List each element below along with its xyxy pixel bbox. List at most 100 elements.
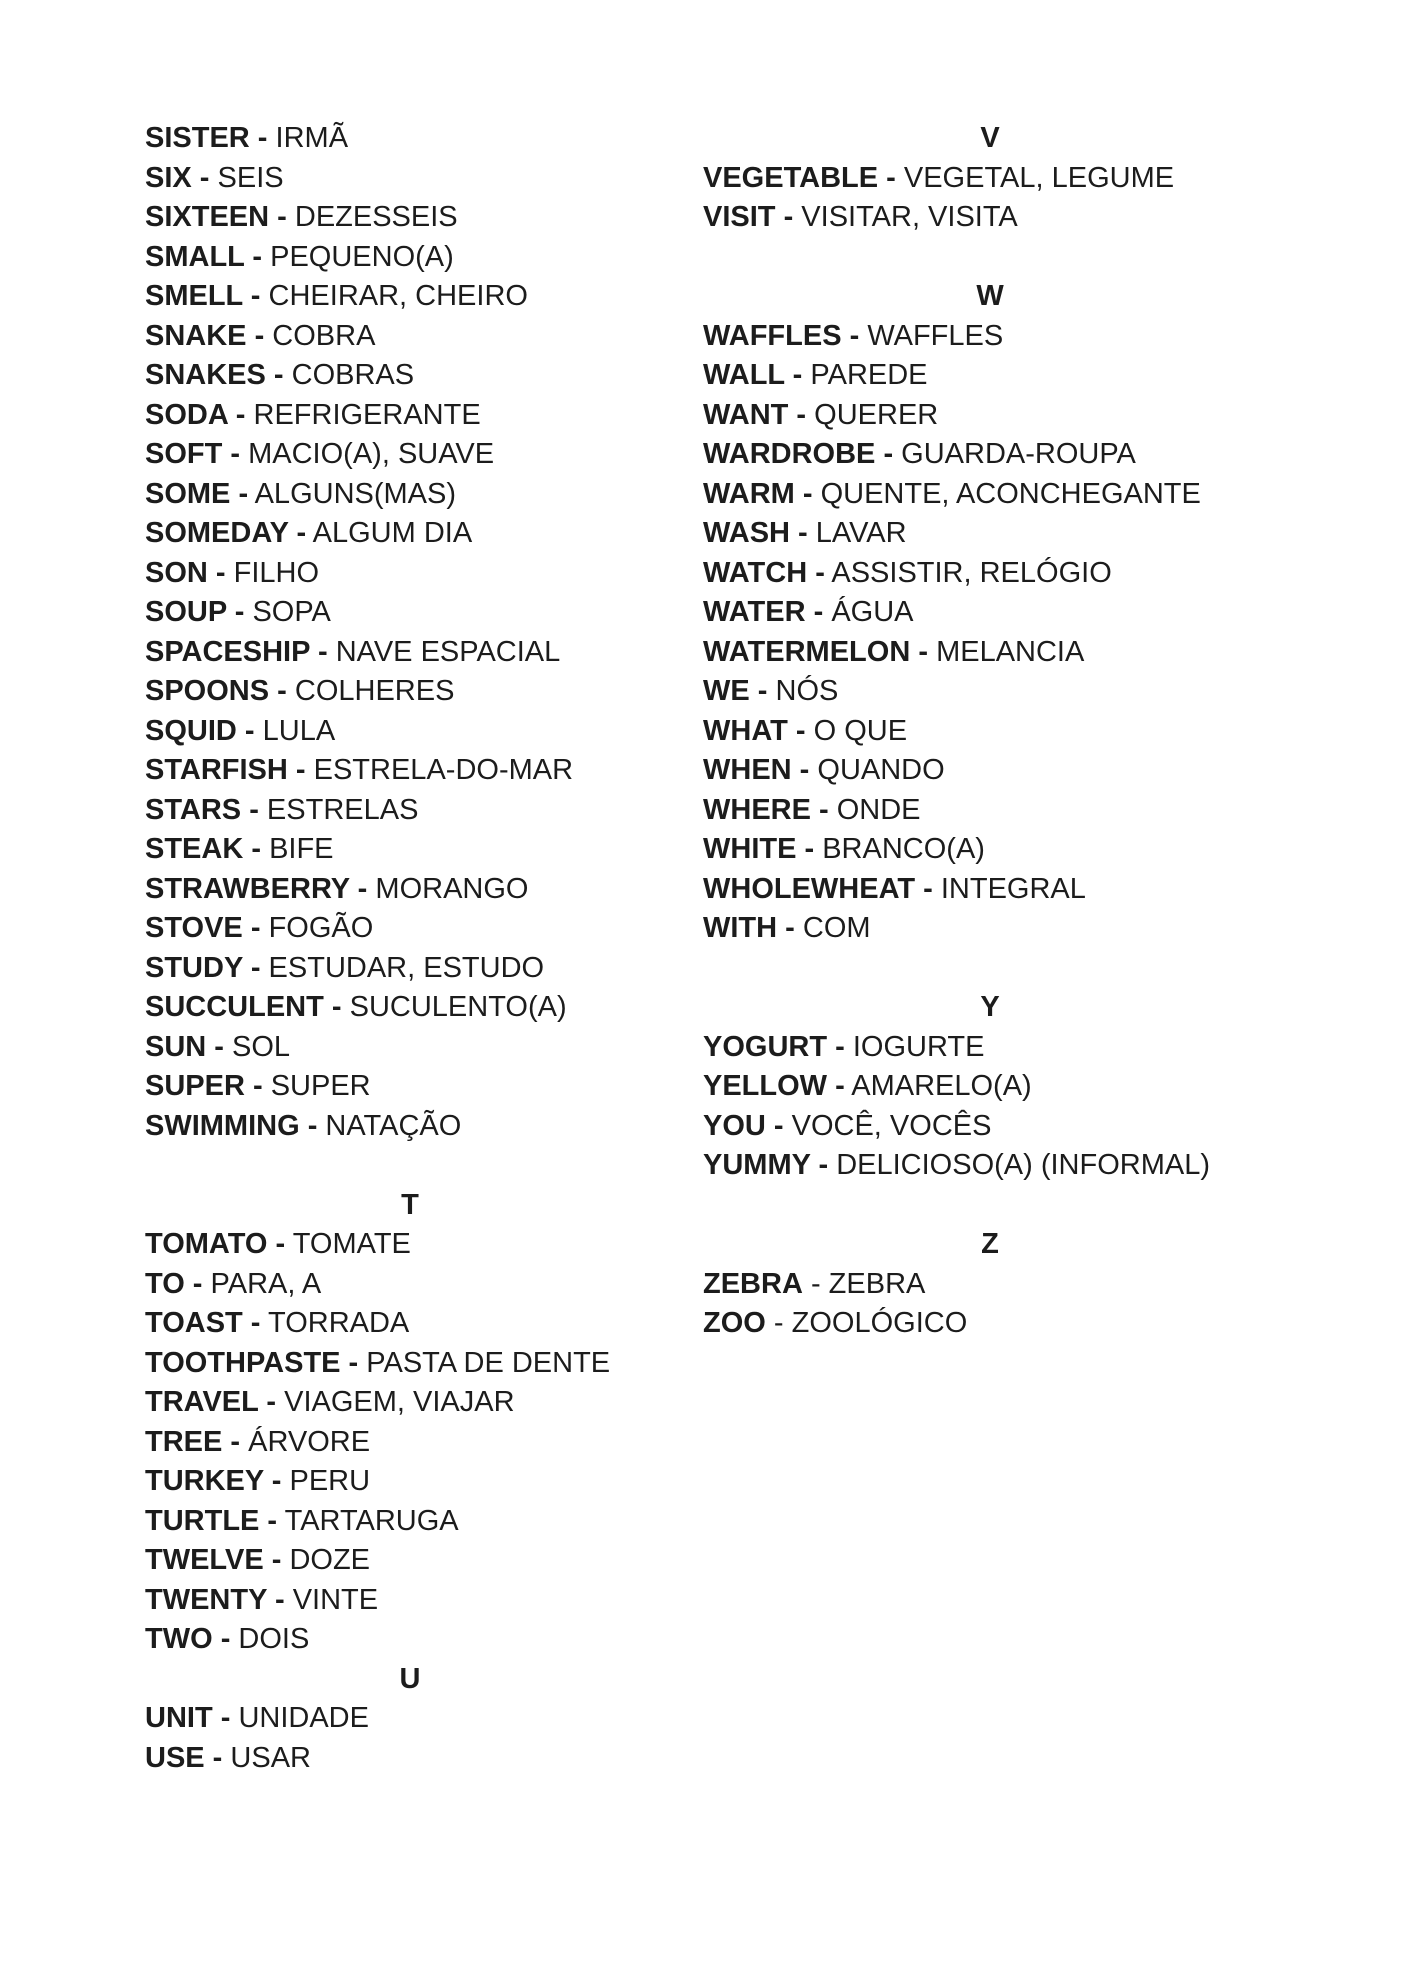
entry-term: USE -: [145, 1741, 223, 1774]
entry-translation: BRANCO(A): [822, 833, 985, 865]
entry-line: TWO - DOIS: [145, 1620, 675, 1660]
entry-term: WITH -: [703, 912, 795, 944]
entry-term: SPOONS -: [145, 675, 287, 707]
entry-term: SODA -: [145, 398, 246, 431]
entry-term: SIXTEEN -: [145, 201, 287, 233]
entry-term: TRAVEL -: [145, 1386, 277, 1418]
entry-translation: VISITAR, VISITA: [801, 201, 1018, 233]
section-header: T: [401, 1188, 419, 1221]
entry-line: YELLOW - AMARELO(A): [703, 1067, 1277, 1107]
entry-translation: DOIS: [238, 1623, 310, 1655]
entry-translation: SOPA: [252, 596, 331, 628]
entry-translation: NATAÇÃO: [325, 1109, 462, 1142]
entry-line: SPOONS - COLHERES: [145, 672, 675, 712]
entry-line: SISTER - IRMÃ: [145, 119, 675, 159]
entry-line: VISIT - VISITAR, VISITA: [703, 198, 1277, 238]
entry-line: TOMATO - TOMATE: [145, 1225, 675, 1265]
entry-line: SMELL - CHEIRAR, CHEIRO: [145, 277, 675, 317]
section-header: Y: [980, 991, 1000, 1023]
entry-translation: UNIDADE: [238, 1702, 369, 1734]
entry-translation: LULA: [262, 714, 336, 747]
entry-line: SIXTEEN - DEZESSEIS: [145, 198, 675, 238]
entry-translation: AMARELO(A): [851, 1070, 1032, 1102]
entry-line: SQUID - LULA: [145, 712, 675, 752]
entry-term: WHOLEWHEAT -: [703, 872, 933, 905]
entry-line: VEGETABLE - VEGETAL, LEGUME: [703, 159, 1277, 199]
entry-translation: ALGUM DIA: [312, 517, 473, 549]
entry-translation: PASTA DE DENTE: [366, 1346, 611, 1379]
entry-translation: TARTARUGA: [284, 1504, 459, 1537]
entry-translation: CHEIRAR, CHEIRO: [268, 280, 528, 312]
entry-line: SMALL - PEQUENO(A): [145, 238, 675, 278]
entry-translation: VIAGEM, VIAJAR: [284, 1386, 515, 1418]
entry-term: SQUID -: [145, 714, 255, 747]
entry-line: WHITE - BRANCO(A): [703, 830, 1277, 870]
entry-translation: SOL: [232, 1030, 291, 1063]
entry-line: TREE - ÁRVORE: [145, 1423, 675, 1463]
entry-translation: COLHERES: [294, 675, 455, 707]
entry-line: SNAKE - COBRA: [145, 317, 675, 357]
entry-term: YUMMY -: [703, 1149, 829, 1181]
entry-term: TURKEY -: [145, 1465, 282, 1497]
entry-line: WARDROBE - GUARDA-ROUPA: [703, 435, 1277, 475]
entry-translation: USAR: [230, 1741, 311, 1774]
entry-translation: LAVAR: [815, 517, 907, 549]
entry-term: VISIT -: [703, 201, 794, 233]
entry-translation: PARA, A: [210, 1267, 322, 1300]
entry-translation: BIFE: [269, 833, 334, 865]
entry-translation: SEIS: [217, 161, 284, 194]
entry-translation: VEGETAL, LEGUME: [903, 161, 1175, 194]
entry-line: WASH - LAVAR: [703, 514, 1277, 554]
entry-line: WATERMELON - MELANCIA: [703, 633, 1277, 673]
entry-line: SNAKES - COBRAS: [145, 356, 675, 396]
entry-term: SOME -: [145, 477, 249, 510]
entry-line: SOUP - SOPA: [145, 593, 675, 633]
entry-translation: FILHO: [233, 556, 320, 589]
entry-translation: MELANCIA: [936, 635, 1085, 668]
entry-term: SWIMMING -: [145, 1109, 318, 1142]
entry-line: STEAK - BIFE: [145, 830, 675, 870]
entry-line: YOGURT - IOGURTE: [703, 1028, 1277, 1068]
entry-line: SIX - SEIS: [145, 159, 675, 199]
entry-term: WHERE -: [703, 793, 829, 826]
entry-translation: VOCÊ, VOCÊS: [791, 1109, 992, 1142]
entry-translation: ASSISTIR, RELÓGIO: [831, 556, 1112, 589]
entry-term: TWO -: [145, 1623, 231, 1655]
entry-term: STEAK -: [145, 833, 261, 865]
entry-line: WATCH - ASSISTIR, RELÓGIO: [703, 554, 1277, 594]
entry-translation: ÁGUA: [831, 596, 914, 628]
blank-line: [703, 1186, 1277, 1226]
entry-line: TURTLE - TARTARUGA: [145, 1502, 675, 1542]
entry-line: WE - NÓS: [703, 672, 1277, 712]
entry-line: USE - USAR: [145, 1739, 675, 1779]
entry-term: STOVE -: [145, 912, 261, 944]
entry-translation: SUCULENTO(A): [349, 991, 567, 1023]
blank-line: [145, 1146, 675, 1186]
entry-translation: ESTUDAR, ESTUDO: [268, 951, 545, 984]
entry-term: WATERMELON -: [703, 635, 928, 668]
entry-line: SON - FILHO: [145, 554, 675, 594]
entry-translation: DEZESSEIS: [294, 201, 458, 233]
entry-line: SUN - SOL: [145, 1028, 675, 1068]
entry-term: SUPER -: [145, 1070, 263, 1102]
entry-term: TO -: [145, 1267, 203, 1300]
section-header: U: [399, 1662, 421, 1695]
entry-line: SOMEDAY - ALGUM DIA: [145, 514, 675, 554]
entry-line: WHEN - QUANDO: [703, 751, 1277, 791]
entry-translation: WAFFLES: [867, 319, 1004, 352]
entry-translation: IRMÃ: [275, 122, 349, 154]
entry-line: SODA - REFRIGERANTE: [145, 396, 675, 436]
entry-term: STARS -: [145, 793, 259, 826]
entry-term: SPACESHIP -: [145, 635, 328, 668]
entry-translation: IOGURTE: [852, 1030, 985, 1063]
entry-translation: PEQUENO(A): [270, 240, 454, 273]
entry-line: WHERE - ONDE: [703, 791, 1277, 831]
entry-translation: - ZOOLÓGICO: [773, 1307, 968, 1339]
entry-term: VEGETABLE -: [703, 161, 896, 194]
entry-translation: QUANDO: [817, 754, 945, 786]
entry-term: YOGURT -: [703, 1030, 845, 1063]
entry-line: TOOTHPASTE - PASTA DE DENTE: [145, 1344, 675, 1384]
entry-term: TURTLE -: [145, 1504, 278, 1537]
entry-term: TOOTHPASTE -: [145, 1346, 359, 1379]
